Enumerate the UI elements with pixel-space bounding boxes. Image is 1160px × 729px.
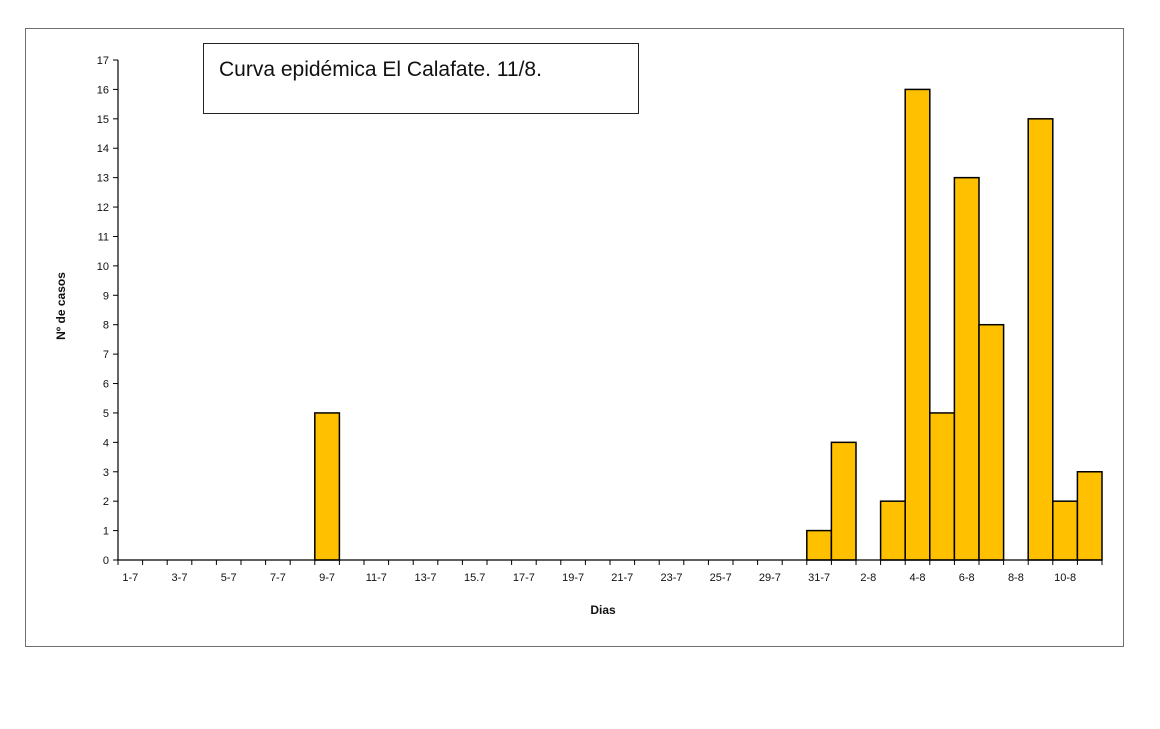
bar-31 (879, 500, 906, 561)
bar-33 (929, 412, 956, 561)
x-tick-label: 11-7 (366, 572, 387, 584)
x-tick-label: 1-7 (122, 572, 138, 584)
y-tick-label: 8 (103, 320, 109, 332)
bar-28 (806, 529, 833, 561)
y-tick-label: 7 (103, 349, 109, 361)
y-tick-label: 10 (97, 261, 109, 273)
bar-37 (1027, 118, 1054, 561)
y-tick-label: 6 (103, 379, 109, 391)
chart-title: Curva epidémica El Calafate. 11/8. (219, 58, 542, 81)
x-tick-label: 21-7 (611, 572, 633, 584)
y-tick-label: 1 (103, 526, 109, 538)
bar-8 (314, 412, 341, 561)
y-tick-label: 15 (97, 114, 109, 126)
y-tick-label: 9 (103, 290, 109, 302)
x-tick-label: 31-7 (808, 572, 830, 584)
x-tick-label: 8-8 (1008, 572, 1024, 584)
bar-29 (830, 441, 857, 561)
y-tick-label: 2 (103, 496, 109, 508)
x-tick-label: 17-7 (513, 572, 535, 584)
y-tick-label: 14 (97, 143, 109, 155)
x-tick-label: 3-7 (172, 572, 188, 584)
y-tick-label: 4 (103, 437, 109, 449)
y-tick-label: 16 (97, 84, 109, 96)
x-axis-label: Dias (590, 603, 616, 617)
chart-title-box: Curva epidémica El Calafate. 11/8. (203, 43, 639, 114)
y-tick-label: 3 (103, 467, 109, 479)
y-tick-label: 11 (98, 231, 109, 243)
x-tick-label: 5-7 (221, 572, 237, 584)
bar-34 (953, 176, 980, 561)
x-tick-label: 2-8 (860, 572, 876, 584)
x-tick-label: 13-7 (414, 572, 436, 584)
x-tick-label: 4-8 (910, 572, 926, 584)
x-tick-label: 6-8 (959, 572, 975, 584)
x-tick-label: 7-7 (270, 572, 286, 584)
x-tick-label: 10-8 (1054, 572, 1076, 584)
y-tick-label: 13 (97, 173, 109, 185)
chart-frame (25, 28, 1124, 647)
x-tick-label: 23-7 (660, 572, 682, 584)
x-tick-label: 25-7 (710, 572, 732, 584)
x-tick-label: 19-7 (562, 572, 584, 584)
bar-35 (978, 323, 1005, 561)
y-tick-label: 0 (103, 555, 109, 567)
bar-39 (1076, 471, 1103, 561)
bar-32 (904, 88, 931, 561)
bars-group (314, 88, 1103, 561)
y-tick-label: 5 (103, 408, 109, 420)
x-tick-label: 29-7 (759, 572, 781, 584)
y-tick-label: 17 (97, 55, 109, 67)
y-axis-label: Nº de casos (54, 272, 68, 340)
y-tick-label: 12 (97, 202, 109, 214)
x-tick-label: 9-7 (319, 572, 335, 584)
x-tick-label: 15.7 (464, 572, 485, 584)
bar-38 (1052, 500, 1079, 561)
